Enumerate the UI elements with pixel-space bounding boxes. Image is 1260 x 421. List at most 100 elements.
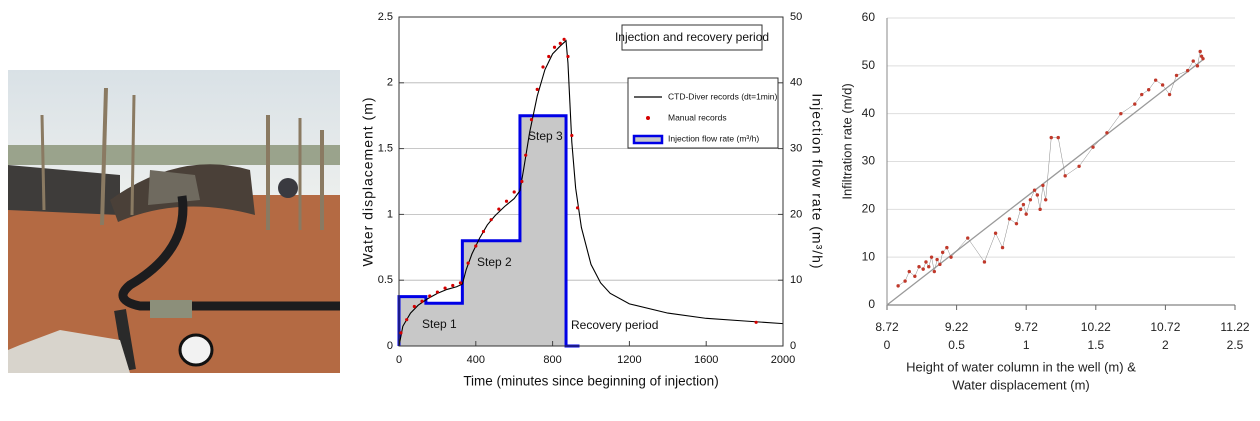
- annotation: Step 3: [528, 129, 563, 143]
- manual-record: [562, 37, 566, 41]
- point: [921, 267, 925, 271]
- manual-record: [566, 54, 570, 59]
- point: [917, 265, 921, 269]
- manual-record: [575, 206, 580, 210]
- point: [1024, 212, 1028, 216]
- y2-tick-label: 40: [790, 77, 802, 89]
- manual-record: [481, 229, 486, 234]
- y-tick-label: 0.5: [378, 274, 393, 286]
- y-tick-label: 60: [862, 10, 876, 24]
- point: [982, 260, 987, 264]
- y-axis-label: Water displacement (m): [360, 96, 376, 266]
- fence-post: [130, 94, 136, 216]
- manual-record: [529, 118, 534, 122]
- point: [1167, 92, 1172, 97]
- annotation: Step 1: [422, 317, 457, 331]
- point: [949, 255, 953, 259]
- connect-line: [897, 51, 1204, 287]
- manual-record: [558, 41, 562, 45]
- tarp: [8, 165, 120, 215]
- point: [940, 250, 945, 255]
- manual-record: [489, 218, 493, 222]
- point: [1146, 88, 1151, 92]
- point: [1140, 92, 1144, 97]
- wall: [148, 170, 200, 205]
- y-tick-label: 40: [862, 106, 876, 120]
- point: [896, 284, 900, 288]
- manual-record: [474, 244, 478, 248]
- point: [1056, 135, 1060, 140]
- flow-meter: [178, 333, 214, 367]
- x2-tick-label: 0.5: [948, 338, 965, 352]
- x-tick-label: 1200: [617, 354, 641, 366]
- y-tick-label: 20: [862, 202, 876, 216]
- x-tick-label: 9.22: [945, 320, 969, 334]
- y-tick-label: 30: [862, 154, 876, 168]
- concrete-block: [8, 330, 130, 373]
- y2-tick-label: 50: [790, 11, 802, 23]
- manual-record: [451, 283, 455, 288]
- x2-tick-label: 2.5: [1227, 338, 1244, 352]
- plot-area: [399, 17, 783, 346]
- y-tick-label: 0: [387, 340, 393, 352]
- point: [913, 274, 917, 278]
- x-axis-label: Height of water column in the well (m) &: [906, 359, 1136, 374]
- legend-label: Manual records: [668, 112, 727, 122]
- fence-post: [40, 114, 46, 211]
- title-box: [621, 24, 763, 51]
- y-tick-label: 0: [868, 297, 875, 311]
- x-tick-label: 400: [467, 354, 485, 366]
- y-tick-label: 1.5: [378, 143, 393, 155]
- y2-tick-label: 0: [790, 340, 796, 352]
- point: [938, 262, 942, 267]
- valve: [150, 300, 192, 318]
- x-tick-label: 2000: [771, 354, 795, 366]
- point: [1195, 64, 1200, 68]
- manual-record: [504, 199, 509, 203]
- legend-swatch: [632, 134, 664, 145]
- point: [1153, 78, 1158, 82]
- chart-injection: 0 0.5 1 1.5 2 2.5 0 10 20 30 40 50 0 400 800 1200 1600 20…: [360, 11, 826, 389]
- manual-record: [420, 299, 424, 303]
- point: [907, 269, 911, 274]
- fence-post: [100, 87, 108, 226]
- y-tick-label: 10: [862, 249, 876, 263]
- manual-record: [399, 331, 403, 335]
- point: [1028, 198, 1033, 202]
- point: [1198, 49, 1202, 54]
- point: [1191, 59, 1195, 63]
- x2-tick-label: 2: [1162, 338, 1169, 352]
- x2-tick-label: 1: [1023, 338, 1030, 352]
- x2-tick-label: 0: [884, 338, 891, 352]
- y-tick-label: 50: [862, 58, 876, 72]
- x-tick-label: 0: [396, 354, 402, 366]
- point: [935, 257, 939, 262]
- y2-tick-label: 30: [790, 143, 802, 155]
- manual-record: [754, 320, 758, 324]
- manual-record: [428, 294, 432, 298]
- x2-tick-label: 1.5: [1087, 338, 1104, 352]
- point: [1119, 111, 1123, 116]
- y-tick-label: 2: [387, 77, 393, 89]
- point: [932, 269, 937, 274]
- manual-record: [512, 190, 516, 194]
- series-line: [398, 39, 784, 347]
- point: [1077, 164, 1081, 168]
- legend-marker: [646, 116, 650, 120]
- manual-record: [443, 286, 447, 290]
- person: [278, 178, 298, 198]
- point: [927, 265, 931, 269]
- manual-record: [435, 290, 439, 294]
- point: [1007, 217, 1012, 221]
- manual-record: [497, 207, 501, 211]
- x-tick-label: 800: [543, 354, 561, 366]
- x-tick-label: 9.72: [1015, 320, 1039, 334]
- point: [1038, 207, 1042, 212]
- point: [1021, 202, 1026, 207]
- legend-label: Injection flow rate (m³/h): [668, 133, 759, 143]
- y-tick-label: 2.5: [378, 11, 393, 23]
- point: [1000, 245, 1005, 250]
